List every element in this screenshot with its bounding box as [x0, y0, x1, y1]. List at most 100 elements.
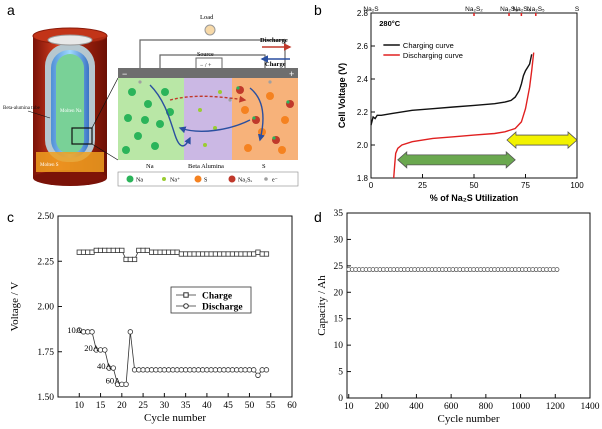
x-tick-label: 600: [444, 402, 459, 412]
y-tick-label: 2.6: [357, 42, 369, 51]
s-atom: [278, 146, 286, 154]
panel-d: d 10 200 400 600 800 1000 1200 1400 0 5 10 15 20 25 30…: [314, 209, 600, 425]
charge-point: [89, 249, 95, 255]
na-atom: [141, 116, 149, 124]
charge-point: [195, 251, 201, 257]
panel-label-a: a: [7, 2, 15, 18]
x-tick-label: 15: [96, 401, 106, 411]
charge-point: [238, 251, 244, 257]
na-atom: [144, 100, 152, 108]
charge-point: [170, 249, 176, 255]
neg-sign: −: [122, 69, 127, 79]
legend-label: Na: [136, 178, 143, 184]
ion-path-2: [178, 119, 251, 134]
y-axis-label: Capacity / Ah: [316, 275, 328, 336]
x-tick-label: 400: [409, 402, 424, 412]
x-tick-label: 100: [570, 181, 584, 190]
molten-na-label: Molten Na: [60, 109, 82, 114]
x-tick-label: 60: [287, 401, 297, 411]
y-tick-label: 15: [334, 315, 344, 325]
double-arrow: [506, 131, 578, 149]
electron: [138, 80, 142, 84]
charge-point: [131, 256, 138, 263]
charge-point: [178, 251, 184, 257]
charge-point: [97, 247, 104, 253]
charge-point: [76, 249, 82, 255]
na-atom: [156, 120, 164, 128]
top-label: Na₂S₂: [465, 6, 483, 13]
y-tick-label: 2.8: [357, 9, 369, 18]
discharge-point: [263, 367, 270, 373]
legend-marker: [228, 175, 236, 183]
na-atom: [122, 146, 130, 154]
particles: [122, 80, 294, 154]
y-tick-label: 1.8: [357, 174, 369, 183]
top-label: Na₂S₃: [500, 6, 518, 13]
na2sx-dot: [252, 116, 256, 120]
panel-c: c 10 15 20 25 30 35 40 45 50 55 60 1.50 1.75 2.00 2.25…: [7, 209, 297, 424]
rate-annotation: 10A: [67, 325, 83, 335]
charge-point: [255, 249, 261, 255]
source-sign: − / +: [200, 63, 212, 69]
charge-point: [110, 247, 116, 253]
legend-marker: [183, 303, 189, 309]
discharge-point: [251, 367, 257, 373]
ion-path: [169, 95, 247, 103]
y-tick-label: 2.0: [357, 141, 369, 150]
electron-path: [149, 84, 191, 147]
molten-s-label: Molten S: [40, 163, 59, 168]
x-tick-label: 200: [375, 402, 390, 412]
x-tick-label: 1000: [511, 402, 530, 412]
rate-annotation: 60A: [106, 376, 122, 386]
electron: [228, 98, 232, 102]
x-tick-label: 0: [369, 181, 374, 190]
charge-point: [208, 251, 214, 257]
charge-point: [144, 247, 150, 253]
y-tick-label: 5: [338, 368, 343, 378]
x-tick-label: 45: [223, 401, 233, 411]
charge-point: [259, 251, 265, 257]
y-tick-label: 35: [334, 209, 344, 219]
legend-label: Charge: [202, 292, 232, 302]
electron-path-2: [249, 87, 265, 142]
charge-point: [119, 247, 125, 253]
s-atom: [266, 92, 274, 100]
charge-point: [263, 251, 270, 257]
legend-label: e⁻: [272, 178, 278, 184]
discharge-point: [110, 365, 117, 371]
charge-point: [225, 251, 231, 257]
chart-c: 10 15 20 25 30 35 40 45 50 55 60 1.50 1.75 2.00 2.25 2.…: [9, 212, 297, 424]
discharge-point: [123, 381, 129, 388]
na-atom: [124, 114, 132, 122]
rate-annotation: 20A: [84, 343, 100, 353]
y-tick-label: 0: [338, 394, 343, 404]
legend-marker: [162, 177, 166, 181]
y-axis-label: Cell Voltage (V): [337, 63, 347, 128]
s-atom: [244, 144, 252, 152]
discharge-label: Discharge: [260, 37, 288, 44]
x-axis-label: Cycle number: [437, 413, 499, 425]
y-tick-label: 2.4: [357, 75, 369, 84]
discharge-point: [127, 329, 134, 335]
charge-label: Charge: [265, 61, 286, 68]
series-line: [393, 52, 535, 179]
y-tick-label: 2.2: [357, 108, 369, 117]
load-bulb-icon: [204, 24, 216, 36]
na2sx-dot: [236, 86, 240, 90]
na-atom: [128, 88, 136, 96]
charge-point: [221, 251, 227, 257]
charge-point: [80, 249, 87, 255]
charge-point: [191, 251, 197, 257]
y-tick-label: 2.50: [37, 212, 54, 222]
charge-point: [187, 251, 193, 257]
y-tick-label: 20: [334, 288, 344, 298]
discharge-point: [255, 372, 261, 378]
charge-point: [200, 251, 206, 257]
discharge-point: [102, 347, 108, 353]
na-atom: [151, 142, 159, 150]
charge-point: [157, 249, 163, 255]
s-atom: [281, 116, 289, 124]
y-tick-label: 10: [334, 341, 344, 351]
schematic-legend-box: [117, 171, 299, 187]
charge-point: [242, 251, 248, 257]
